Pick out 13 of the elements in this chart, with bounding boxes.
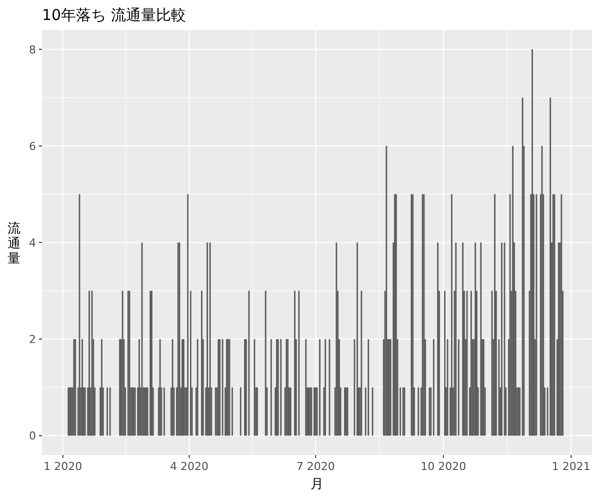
y-tick-label: 2 xyxy=(29,333,36,346)
chart-title: 10年落ち 流通量比較 xyxy=(42,6,186,24)
y-tick-label: 4 xyxy=(29,236,36,250)
x-tick-label: 1 2020 xyxy=(44,460,82,473)
x-tick-label: 10 2020 xyxy=(420,460,466,473)
x-tick-label: 1 2021 xyxy=(552,460,590,473)
y-tick-label: 0 xyxy=(29,430,36,443)
y-tick-label: 6 xyxy=(29,140,36,153)
x-axis-title: 月 xyxy=(310,477,324,492)
x-tick-label: 7 2020 xyxy=(296,460,335,473)
y-tick-label: 8 xyxy=(29,43,36,56)
y-axis-title: 流通量 xyxy=(8,220,20,266)
x-tick-label: 4 2020 xyxy=(170,460,208,473)
